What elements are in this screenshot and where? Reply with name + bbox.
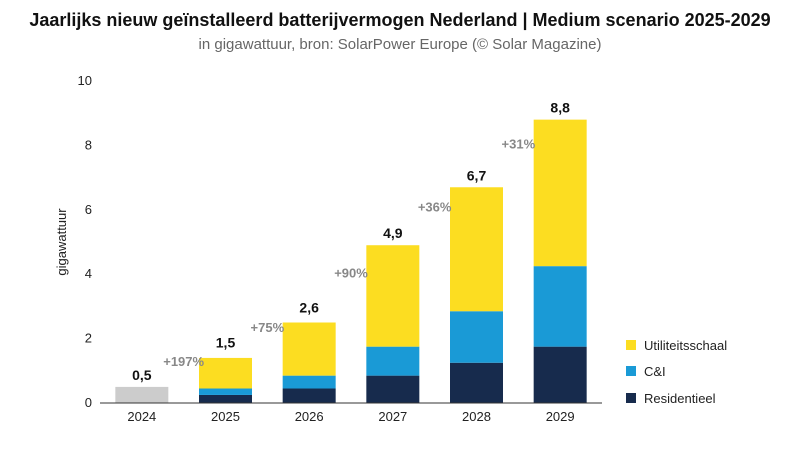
growth-label-2027: +90% [334, 265, 368, 280]
bar-2025-utiliteitsschaal [199, 357, 252, 389]
x-tick-label-2029: 2029 [546, 409, 575, 424]
total-label-2029: 8,8 [550, 100, 570, 116]
bar-2029-residentieel [533, 346, 587, 403]
y-tick-label-4: 4 [85, 266, 92, 281]
total-label-2028: 6,7 [467, 167, 487, 183]
bars-group [115, 119, 587, 403]
x-tick-label-2024: 2024 [127, 409, 156, 424]
bar-2028-c-i [450, 311, 503, 363]
bar-2028-residentieel [450, 362, 503, 403]
bar-2024-totaal-2024 [115, 386, 169, 403]
bar-2028-utiliteitsschaal [450, 187, 503, 312]
bar-2025-residentieel [199, 394, 252, 403]
growth-label-2028: +36% [418, 199, 452, 214]
data-labels-group: 0,5 1,5 2,6 4,9 6,7 8,8 +197% +75% +90% +36% +31% [132, 100, 570, 383]
y-axis-label: gigawattuur [54, 208, 69, 276]
bar-2027-c-i [366, 346, 420, 376]
chart-subtitle: in gigawattuur, bron: SolarPower Europe … [198, 36, 602, 53]
legend-swatch-utiliteitsschaal [626, 340, 636, 350]
total-label-2027: 4,9 [383, 225, 403, 241]
y-tick-label-0: 0 [85, 395, 92, 410]
y-tick-label-8: 8 [85, 137, 92, 152]
x-tick-label-2028: 2028 [462, 409, 491, 424]
x-tick-label-2027: 2027 [378, 409, 407, 424]
legend-swatch-residentieel [626, 393, 636, 403]
y-tick-label-6: 6 [85, 202, 92, 217]
bar-2025-c-i [199, 388, 252, 395]
total-label-2024: 0,5 [132, 367, 152, 383]
bar-2029-utiliteitsschaal [533, 119, 587, 267]
growth-label-2026: +75% [251, 320, 285, 335]
total-label-2025: 1,5 [216, 335, 236, 351]
bar-2029-c-i [533, 266, 587, 347]
bar-2027-residentieel [366, 375, 420, 403]
growth-label-2025: +197% [163, 354, 204, 369]
x-tick-label-2025: 2025 [211, 409, 240, 424]
legend: Utiliteitsschaal C&I Residentieel [626, 338, 727, 406]
x-tick-label-2026: 2026 [295, 409, 324, 424]
total-label-2026: 2,6 [299, 299, 319, 315]
bar-2027-utiliteitsschaal [366, 245, 420, 347]
bar-2026-c-i [282, 375, 336, 389]
legend-label-residentieel: Residentieel [644, 391, 716, 406]
y-axis: 0 2 4 6 8 10 [78, 73, 92, 410]
growth-label-2029: +31% [502, 137, 536, 152]
bar-2026-utiliteitsschaal [282, 322, 336, 376]
y-tick-label-10: 10 [78, 73, 92, 88]
x-axis: 2024 2025 2026 2027 2028 2029 [127, 409, 574, 424]
legend-label-utiliteitsschaal: Utiliteitsschaal [644, 338, 727, 353]
chart-title: Jaarlijks nieuw geïnstalleerd batterijve… [29, 10, 771, 30]
y-tick-label-2: 2 [85, 331, 92, 346]
legend-label-c-i: C&I [644, 364, 666, 379]
legend-swatch-c-i [626, 366, 636, 376]
bar-2026-residentieel [282, 388, 336, 403]
